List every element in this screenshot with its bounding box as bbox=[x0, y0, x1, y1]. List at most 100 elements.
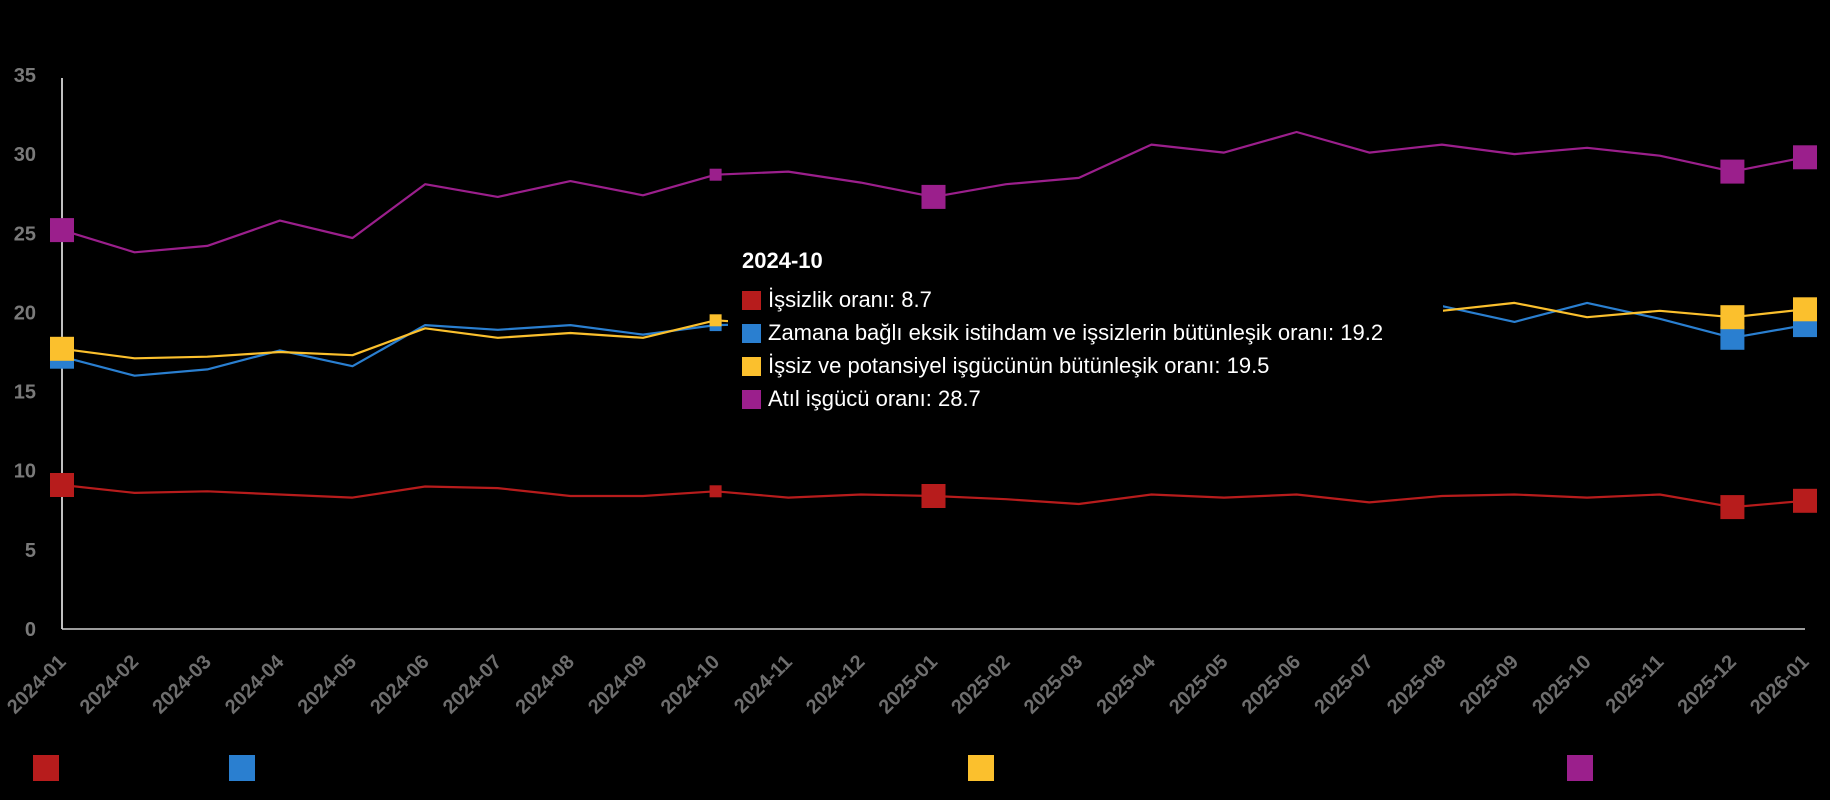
series-3-point bbox=[709, 168, 722, 181]
tooltip-swatch-labour-underutilisation bbox=[742, 389, 761, 409]
series-3-point bbox=[1513, 152, 1517, 156]
series-1-point bbox=[496, 328, 500, 332]
series-1-point bbox=[568, 323, 572, 327]
x-tick-label: 2024-03 bbox=[148, 651, 215, 718]
series-3-point bbox=[278, 219, 282, 223]
x-tick-label: 2025-05 bbox=[1165, 651, 1232, 718]
x-tick-label: 2024-08 bbox=[511, 651, 578, 718]
series-3-point bbox=[423, 182, 427, 186]
y-tick-label: 5 bbox=[25, 540, 36, 562]
series-3-point bbox=[1222, 151, 1226, 155]
x-tick-label: 2025-08 bbox=[1383, 651, 1450, 718]
series-2-point bbox=[1720, 305, 1745, 330]
series-1-point bbox=[1513, 320, 1517, 324]
series-0-point bbox=[786, 496, 790, 500]
legend-item-potential-labour-force[interactable] bbox=[968, 755, 994, 781]
x-tick-label: 2025-12 bbox=[1673, 651, 1740, 718]
x-tick-label: 2024-12 bbox=[802, 651, 869, 718]
series-0-point bbox=[1585, 496, 1589, 500]
x-tick-label: 2024-10 bbox=[657, 651, 724, 718]
series-3-point bbox=[50, 218, 74, 243]
series-0-point bbox=[205, 489, 209, 493]
x-tick-label: 2024-01 bbox=[3, 651, 70, 718]
y-tick-label: 35 bbox=[14, 65, 36, 87]
series-2-point bbox=[496, 336, 500, 340]
y-tick-label: 25 bbox=[14, 223, 36, 245]
series-0-point bbox=[568, 494, 572, 498]
tooltip-text-time-related-underemployment: Zamana bağlı eksik istihdam ve işsizleri… bbox=[768, 320, 1384, 345]
series-1-point bbox=[351, 364, 355, 368]
x-tick-label: 2025-10 bbox=[1528, 651, 1595, 718]
tooltip-text-potential-labour-force: İşsiz ve potansiyel işgücünün bütünleşik… bbox=[768, 353, 1270, 378]
series-3-point bbox=[1658, 154, 1662, 158]
tooltip-row-unemployment: İşsizlik oranı: 8.7 bbox=[742, 286, 932, 314]
chart-tooltip: 2024-10 İşsizlik oranı: 8.7 Zamana bağlı… bbox=[728, 236, 1443, 426]
series-0-point bbox=[1222, 496, 1226, 500]
series-3-point bbox=[859, 181, 863, 185]
series-0-point bbox=[1149, 493, 1153, 497]
series-2-point bbox=[133, 356, 137, 360]
series-0-point bbox=[1295, 493, 1299, 497]
tooltip-title: 2024-10 bbox=[742, 248, 823, 273]
series-2-point bbox=[278, 350, 282, 354]
tooltip-row-potential-labour-force: İşsiz ve potansiyel işgücünün bütünleşik… bbox=[742, 352, 1269, 380]
series-2-point bbox=[568, 331, 572, 335]
series-3-point bbox=[1077, 176, 1081, 180]
x-tick-label: 2025-06 bbox=[1238, 651, 1305, 718]
series-0-point bbox=[709, 485, 722, 498]
series-1-point bbox=[1720, 325, 1745, 350]
series-3-point bbox=[1793, 145, 1817, 170]
series-3-point bbox=[568, 179, 572, 183]
x-tick-label: 2025-02 bbox=[947, 651, 1014, 718]
x-tick-label: 2024-05 bbox=[294, 651, 361, 718]
y-tick-label: 15 bbox=[14, 382, 36, 404]
series-1-point bbox=[1585, 301, 1589, 305]
series-0-point bbox=[1793, 488, 1817, 513]
series-3-point bbox=[496, 195, 500, 199]
series-3-point bbox=[641, 193, 645, 197]
x-tick-label: 2024-02 bbox=[76, 651, 143, 718]
tooltip-row-labour-underutilisation: Atıl işgücü oranı: 28.7 bbox=[742, 385, 981, 413]
series-3-point bbox=[1720, 159, 1745, 184]
legend-item-labour-underutilisation[interactable] bbox=[1567, 755, 1593, 781]
x-tick-label: 2025-03 bbox=[1020, 651, 1087, 718]
series-0-point bbox=[278, 493, 282, 497]
series-0-point bbox=[496, 486, 500, 490]
tooltip-swatch-potential-labour-force bbox=[742, 356, 761, 376]
series-2-point bbox=[709, 314, 722, 327]
x-tick-label: 2024-09 bbox=[584, 651, 651, 718]
series-0-point bbox=[50, 473, 74, 497]
tooltip-swatch-unemployment bbox=[742, 290, 761, 310]
series-2-point bbox=[1793, 297, 1817, 322]
series-0-point bbox=[1367, 500, 1371, 504]
tooltip-swatch-time-related-underemployment bbox=[742, 323, 761, 343]
x-tick-label: 2026-01 bbox=[1746, 651, 1813, 718]
series-2-point bbox=[423, 326, 427, 330]
series-2-point bbox=[50, 336, 74, 361]
tooltip-text-labour-underutilisation: Atıl işgücü oranı: 28.7 bbox=[768, 386, 981, 411]
series-1-point bbox=[133, 374, 137, 378]
series-0-point bbox=[921, 484, 946, 508]
series-0-point bbox=[1004, 497, 1008, 501]
series-0-point bbox=[133, 491, 137, 495]
series-3-point bbox=[351, 236, 355, 240]
x-tick-label: 2025-07 bbox=[1310, 651, 1377, 718]
series-3-point bbox=[205, 244, 209, 248]
y-tick-label: 0 bbox=[25, 619, 36, 641]
x-tick-label: 2024-06 bbox=[366, 651, 433, 718]
legend-item-unemployment[interactable] bbox=[33, 755, 59, 781]
x-tick-label: 2025-09 bbox=[1456, 651, 1523, 718]
legend-item-time-related-underemployment[interactable] bbox=[229, 755, 255, 781]
series-0-point bbox=[351, 496, 355, 500]
series-3-point bbox=[1004, 182, 1008, 186]
x-tick-label: 2024-04 bbox=[221, 650, 289, 718]
series-2-point bbox=[1658, 309, 1662, 313]
y-tick-label: 10 bbox=[14, 461, 36, 483]
y-tick-label: 30 bbox=[14, 144, 36, 166]
x-tick-label: 2025-04 bbox=[1092, 650, 1160, 718]
series-0-point bbox=[1720, 495, 1745, 520]
series-2-point bbox=[351, 353, 355, 357]
series-0-point bbox=[1440, 494, 1444, 498]
series-1-point bbox=[1658, 317, 1662, 321]
series-3-point bbox=[1585, 146, 1589, 150]
